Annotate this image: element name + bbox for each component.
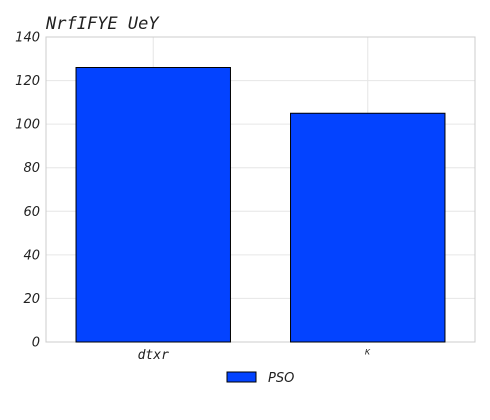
legend-label: PSO xyxy=(268,371,294,386)
y-tick-label: 100 xyxy=(15,118,40,133)
y-tick-label: 80 xyxy=(23,161,40,176)
y-tick-label: 60 xyxy=(23,205,40,220)
x-tick-label: ᴷ xyxy=(364,348,372,363)
y-tick-label: 120 xyxy=(15,74,40,89)
legend: PSO xyxy=(226,371,294,386)
y-tick-label: 140 xyxy=(15,31,40,46)
y-tick-label: 20 xyxy=(23,292,40,307)
x-axis: dtxr ᴷ xyxy=(138,348,372,363)
bar-1 xyxy=(75,67,231,343)
y-tick-label: 40 xyxy=(23,248,40,263)
x-tick-label: dtxr xyxy=(138,348,169,363)
bars-group xyxy=(75,67,446,343)
bar-2 xyxy=(290,112,446,343)
y-axis: 0 20 40 60 80 100 120 140 xyxy=(15,31,40,351)
y-tick-label: 0 xyxy=(32,336,40,351)
chart-title: NrfIFYE UeY xyxy=(45,14,160,34)
legend-swatch xyxy=(226,371,257,383)
plot-frame xyxy=(45,36,476,343)
